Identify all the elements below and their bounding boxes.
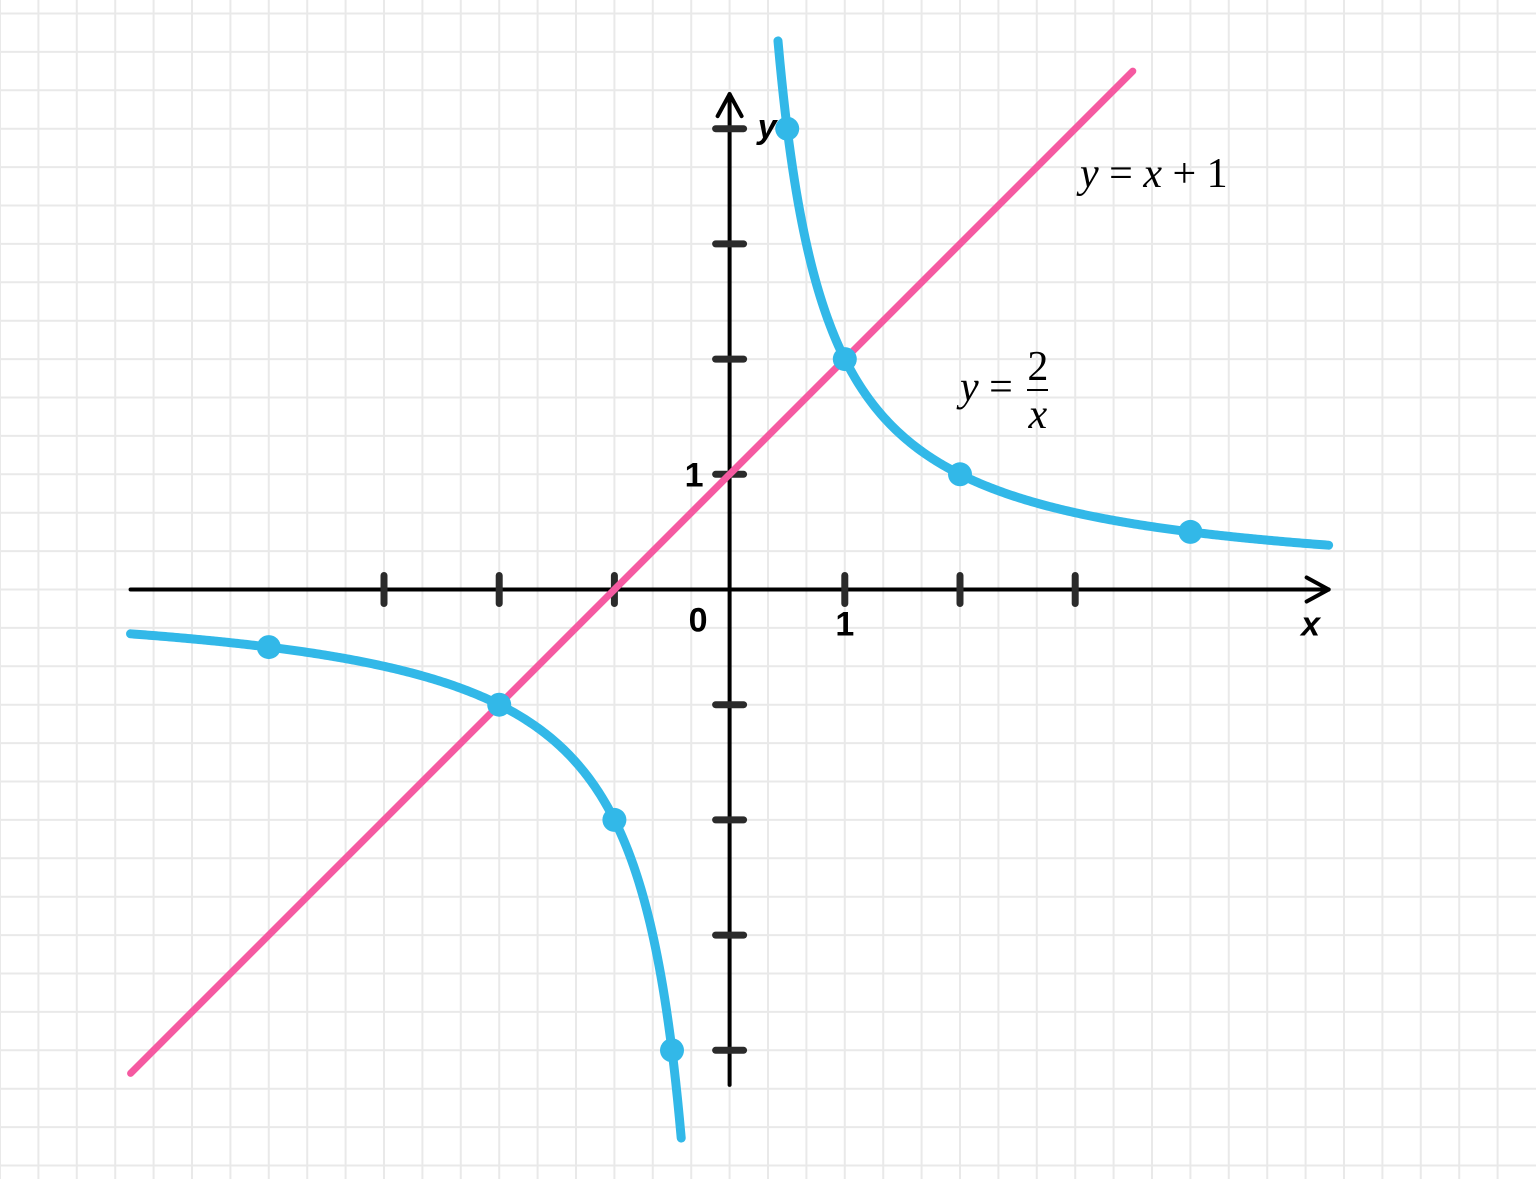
- chart-canvas: 0 1 1 x y y = x + 1 y = 2 x: [0, 0, 1536, 1179]
- chart-svg: 0 1 1 x y: [0, 0, 1536, 1179]
- svg-text:1: 1: [685, 456, 704, 494]
- svg-text:0: 0: [689, 602, 708, 640]
- svg-text:y: y: [756, 108, 779, 146]
- svg-text:x: x: [1299, 606, 1322, 644]
- label-line-equation: y = x + 1: [1080, 150, 1228, 198]
- fraction-denominator: x: [1027, 389, 1048, 437]
- fraction-numerator: 2: [1027, 345, 1048, 389]
- svg-text:1: 1: [835, 606, 854, 644]
- label-hyperbola-equation: y = 2 x: [960, 345, 1052, 437]
